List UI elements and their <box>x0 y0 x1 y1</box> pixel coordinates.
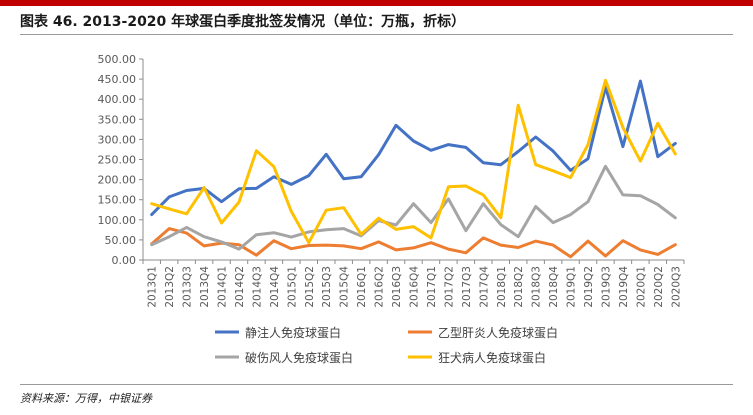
x-tick-label: 2018Q3 <box>531 266 543 308</box>
x-tick-label: 2020Q2 <box>653 266 665 308</box>
series-line-2 <box>150 227 677 259</box>
x-tick-label: 2015Q3 <box>321 266 333 308</box>
y-tick-label: 500.00 <box>98 53 137 66</box>
x-tick-label: 2019Q4 <box>618 266 630 308</box>
x-tick-label: 2018Q1 <box>496 266 508 308</box>
footer-divider <box>20 384 733 385</box>
series-line-3 <box>150 164 677 251</box>
y-tick-label: 350.00 <box>98 113 137 126</box>
x-tick-label: 2020Q3 <box>670 266 682 308</box>
y-tick-label: 300.00 <box>98 133 137 146</box>
legend-label-1: 静注人免疫球蛋白 <box>245 325 341 340</box>
axis-layer: 0.00 50.00 100.00 150.00 200.00 250.00 300.00 3… <box>98 53 685 308</box>
x-tick-label: 2019Q3 <box>600 266 612 308</box>
x-tick-label: 2013Q1 <box>147 266 159 308</box>
x-tick-label: 2016Q1 <box>356 266 368 308</box>
y-tick-label: 100.00 <box>98 214 137 227</box>
legend-label-4: 狂犬病人免疫球蛋白 <box>438 350 546 365</box>
legend-label-2: 乙型肝炎人免疫球蛋白 <box>438 325 558 340</box>
series-layer <box>150 78 677 259</box>
y-tick-label: 200.00 <box>98 174 137 187</box>
title-divider <box>20 34 733 35</box>
x-tick-label: 2015Q4 <box>339 266 351 308</box>
x-tick-label: 2013Q2 <box>164 266 176 308</box>
y-tick-label: 450.00 <box>98 73 137 86</box>
x-tick-label: 2014Q4 <box>269 266 281 308</box>
x-tick-label: 2019Q2 <box>583 266 595 308</box>
x-tick-label: 2013Q4 <box>199 266 211 308</box>
x-tick-label: 2015Q2 <box>304 266 316 308</box>
series-line-1 <box>150 79 677 217</box>
x-tick-label: 2017Q4 <box>478 266 490 308</box>
y-tick-label: 0.00 <box>112 254 137 267</box>
line-chart: 0.00 50.00 100.00 150.00 200.00 250.00 300.00 3… <box>98 53 685 365</box>
x-tick-label: 2014Q1 <box>217 266 229 308</box>
y-tick-label: 50.00 <box>105 234 137 247</box>
x-tick-label: 2019Q1 <box>566 266 578 308</box>
source-note: 资料来源：万得，中银证券 <box>20 392 152 405</box>
x-tick-label: 2017Q1 <box>426 266 438 308</box>
y-tick-label: 150.00 <box>98 194 137 207</box>
x-tick-label: 2015Q1 <box>286 266 298 308</box>
x-tick-label: 2018Q4 <box>548 266 560 308</box>
figure-title: 图表 46. 2013-2020 年球蛋白季度批签发情况（单位：万瓶，折标） <box>20 14 466 30</box>
y-tick-label: 400.00 <box>98 93 137 106</box>
x-tick-label: 2016Q3 <box>391 266 403 308</box>
x-tick-label: 2017Q3 <box>461 266 473 308</box>
legend-label-3: 破伤风人免疫球蛋白 <box>245 350 353 365</box>
x-tick-label: 2013Q3 <box>182 266 194 308</box>
x-tick-label: 2016Q2 <box>374 266 386 308</box>
x-tick-label: 2018Q2 <box>513 266 525 308</box>
x-tick-label: 2020Q1 <box>635 266 647 308</box>
x-tick-label: 2014Q3 <box>251 266 263 308</box>
x-tick-label: 2016Q4 <box>409 266 421 308</box>
series-line-4 <box>150 78 677 245</box>
y-tick-label: 250.00 <box>98 154 137 167</box>
x-tick-label: 2017Q2 <box>443 266 455 308</box>
top-accent-bar <box>0 0 753 6</box>
x-tick-label: 2014Q2 <box>234 266 246 308</box>
